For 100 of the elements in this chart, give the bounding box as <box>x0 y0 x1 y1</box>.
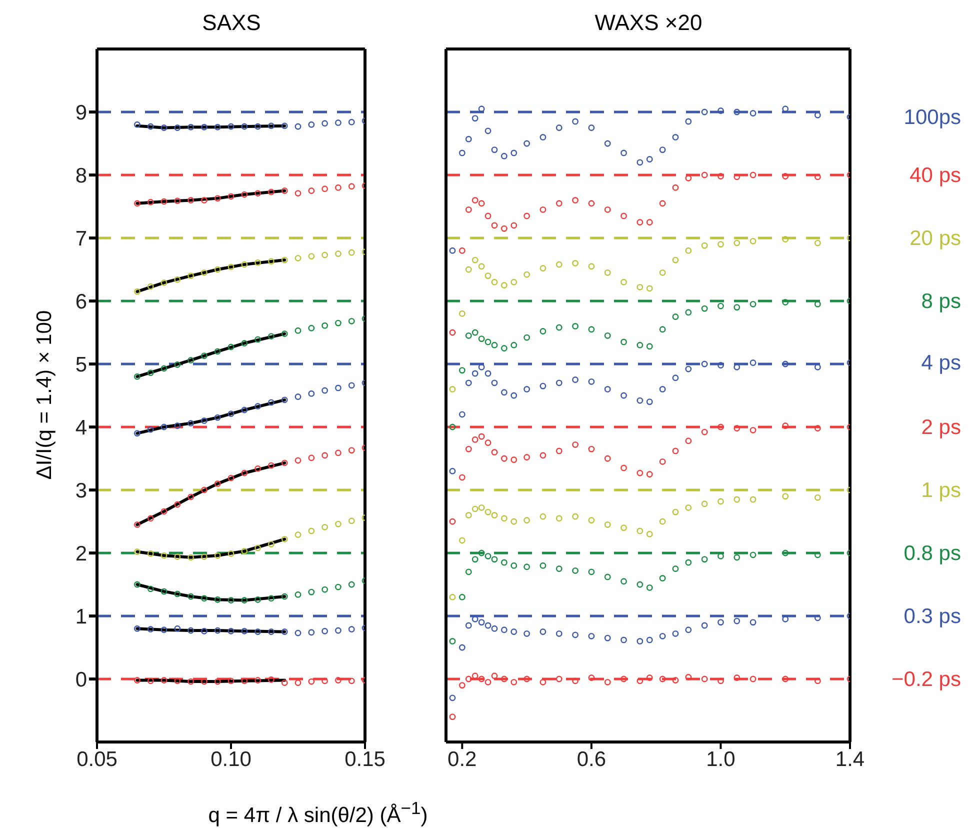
point <box>147 550 154 557</box>
point <box>510 456 518 463</box>
point <box>620 578 627 585</box>
point <box>572 678 578 684</box>
point <box>174 124 181 131</box>
point <box>588 263 595 270</box>
point <box>348 183 355 190</box>
point <box>174 554 181 560</box>
y-tick-label: 4 <box>75 416 88 440</box>
point <box>750 426 756 434</box>
point <box>588 378 595 385</box>
point <box>636 678 644 684</box>
point <box>228 597 234 604</box>
point <box>281 256 288 264</box>
point <box>540 134 546 140</box>
point <box>268 399 274 406</box>
point <box>646 343 653 350</box>
point <box>294 680 302 686</box>
point <box>322 678 328 684</box>
point <box>147 123 154 130</box>
point <box>449 247 456 254</box>
point <box>814 494 821 501</box>
point <box>491 278 498 286</box>
point <box>268 540 274 548</box>
point <box>322 322 328 329</box>
x-tick-label: 0.10 <box>210 748 252 771</box>
point <box>620 464 627 472</box>
point <box>540 513 546 520</box>
point <box>556 630 562 637</box>
point <box>636 342 644 348</box>
point <box>672 134 679 140</box>
point <box>646 398 653 405</box>
point <box>472 370 478 377</box>
point <box>718 108 724 114</box>
point <box>646 285 653 292</box>
point <box>322 524 328 530</box>
point <box>814 552 821 558</box>
point <box>188 554 194 561</box>
point <box>685 626 692 634</box>
point <box>147 283 154 290</box>
point <box>478 263 485 270</box>
point <box>214 414 221 421</box>
point <box>281 460 288 466</box>
point <box>734 496 740 503</box>
point <box>348 318 355 324</box>
point <box>449 424 456 430</box>
point <box>620 524 627 531</box>
point <box>636 159 644 166</box>
point <box>335 384 342 392</box>
point <box>228 264 234 270</box>
point <box>500 152 508 160</box>
point <box>348 518 355 524</box>
series-label: −0.2 ps <box>892 668 961 691</box>
point <box>484 678 492 686</box>
point <box>458 594 466 600</box>
point <box>322 628 328 634</box>
point <box>268 258 274 265</box>
point <box>147 198 154 206</box>
point <box>620 676 627 682</box>
point <box>572 323 578 330</box>
point <box>201 554 208 560</box>
text: 40 ps <box>910 164 961 187</box>
point <box>228 474 234 482</box>
point <box>572 118 578 125</box>
point <box>701 500 708 508</box>
point <box>322 252 328 258</box>
point <box>672 374 679 382</box>
point <box>484 370 492 377</box>
point <box>188 357 194 364</box>
point <box>500 225 508 232</box>
point <box>228 344 234 350</box>
point <box>308 454 315 462</box>
point <box>348 678 355 684</box>
point <box>620 636 627 644</box>
point <box>659 458 666 465</box>
point <box>491 342 498 348</box>
point <box>540 328 546 334</box>
point <box>478 676 485 682</box>
point <box>646 219 653 226</box>
x-tick-label: 0.15 <box>344 748 386 771</box>
point <box>228 550 234 557</box>
point <box>458 537 466 544</box>
point <box>134 581 140 588</box>
point <box>294 327 302 334</box>
point <box>750 619 756 626</box>
point <box>718 619 724 626</box>
point <box>458 411 466 418</box>
point <box>734 304 740 310</box>
point <box>268 122 274 130</box>
point <box>134 373 140 380</box>
point <box>478 433 485 440</box>
point <box>241 628 248 634</box>
point <box>214 596 221 603</box>
point <box>348 118 355 126</box>
point <box>147 370 154 376</box>
point <box>588 124 595 131</box>
point <box>254 596 261 603</box>
point <box>281 396 288 404</box>
point <box>685 504 692 511</box>
point <box>348 249 355 256</box>
